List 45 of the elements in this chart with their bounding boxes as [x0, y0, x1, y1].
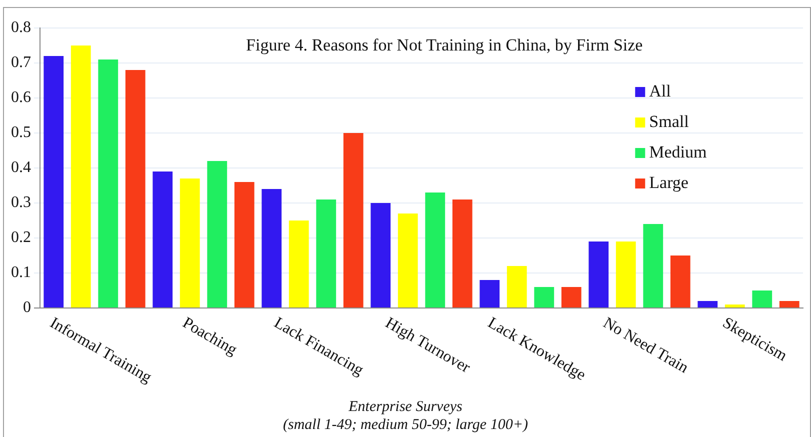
bar [70, 46, 91, 308]
y-tick-label: 0.8 [11, 19, 31, 36]
bar [724, 304, 745, 308]
bar [752, 290, 772, 308]
text: (small 1-49; medium 50-99; large 100+) [282, 416, 529, 434]
bar [480, 280, 500, 308]
bar [44, 56, 64, 308]
y-tick-label: 0 [23, 299, 31, 316]
legend-label: Large [649, 172, 688, 192]
bar [779, 301, 800, 308]
bar [425, 192, 446, 308]
bar [398, 214, 418, 308]
bar [370, 203, 391, 308]
y-tick-label: 0.5 [11, 124, 31, 142]
bar [452, 200, 472, 308]
y-tick-label: 0.3 [11, 194, 31, 212]
bar [616, 242, 636, 308]
text: Enterprise Surveys [348, 398, 464, 416]
y-tick-label: 0.2 [11, 229, 31, 246]
bar [534, 287, 554, 308]
bar [316, 200, 336, 308]
bar [288, 220, 309, 308]
y-tick-label: 0.6 [11, 89, 31, 106]
bar [152, 172, 173, 308]
legend-label: Medium [649, 142, 707, 162]
bar [670, 256, 690, 308]
legend-label: All [649, 81, 672, 100]
chart-title: Figure 4. Reasons for Not Training in China, by Firm Size [246, 35, 643, 54]
bar [698, 301, 718, 308]
bar [643, 224, 664, 308]
bar [506, 266, 527, 308]
bar [180, 178, 200, 308]
x-tick-label: No Need Train [600, 314, 692, 377]
bar [125, 70, 146, 308]
bar [588, 242, 609, 308]
bar [262, 189, 282, 308]
bar [98, 60, 118, 308]
y-tick-label: 0.4 [11, 159, 31, 176]
y-tick-label: 0.1 [11, 264, 31, 282]
bar [561, 287, 582, 308]
bar [343, 133, 364, 308]
bar [234, 182, 254, 308]
bar [207, 161, 228, 308]
y-tick-label: 0.7 [11, 54, 31, 72]
legend-label: Small [649, 112, 690, 131]
